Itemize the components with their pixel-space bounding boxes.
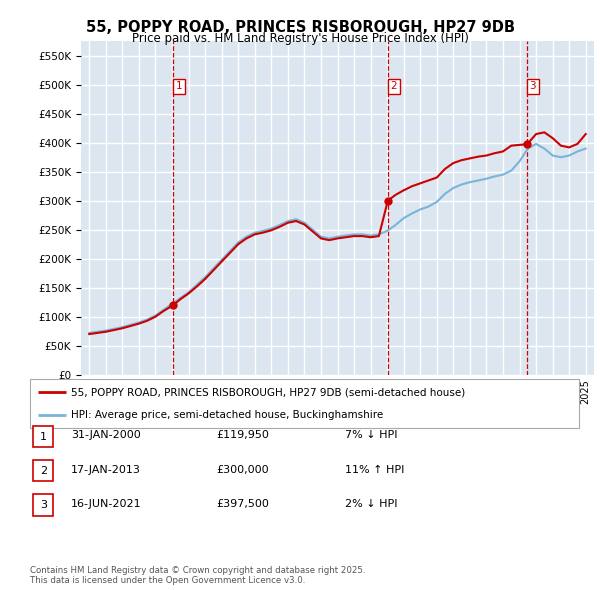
Text: 55, POPPY ROAD, PRINCES RISBOROUGH, HP27 9DB (semi-detached house): 55, POPPY ROAD, PRINCES RISBOROUGH, HP27… (71, 388, 466, 398)
Text: 1: 1 (176, 81, 182, 91)
FancyBboxPatch shape (33, 494, 53, 516)
Text: 16-JUN-2021: 16-JUN-2021 (71, 499, 142, 509)
Text: £397,500: £397,500 (216, 499, 269, 509)
Text: 31-JAN-2000: 31-JAN-2000 (71, 431, 140, 440)
Text: Contains HM Land Registry data © Crown copyright and database right 2025.
This d: Contains HM Land Registry data © Crown c… (30, 566, 365, 585)
Text: £300,000: £300,000 (216, 465, 269, 474)
Text: 7% ↓ HPI: 7% ↓ HPI (345, 431, 398, 440)
Text: 1: 1 (40, 432, 47, 441)
Text: 2: 2 (40, 466, 47, 476)
Text: HPI: Average price, semi-detached house, Buckinghamshire: HPI: Average price, semi-detached house,… (71, 410, 383, 420)
Text: Price paid vs. HM Land Registry's House Price Index (HPI): Price paid vs. HM Land Registry's House … (131, 32, 469, 45)
Text: 3: 3 (530, 81, 536, 91)
Text: 11% ↑ HPI: 11% ↑ HPI (345, 465, 404, 474)
Text: 2: 2 (390, 81, 397, 91)
Text: 3: 3 (40, 500, 47, 510)
FancyBboxPatch shape (33, 460, 53, 481)
Text: 55, POPPY ROAD, PRINCES RISBOROUGH, HP27 9DB: 55, POPPY ROAD, PRINCES RISBOROUGH, HP27… (86, 20, 515, 35)
Text: 17-JAN-2013: 17-JAN-2013 (71, 465, 140, 474)
FancyBboxPatch shape (33, 426, 53, 447)
FancyBboxPatch shape (30, 379, 579, 428)
Text: 2% ↓ HPI: 2% ↓ HPI (345, 499, 398, 509)
Text: £119,950: £119,950 (216, 431, 269, 440)
